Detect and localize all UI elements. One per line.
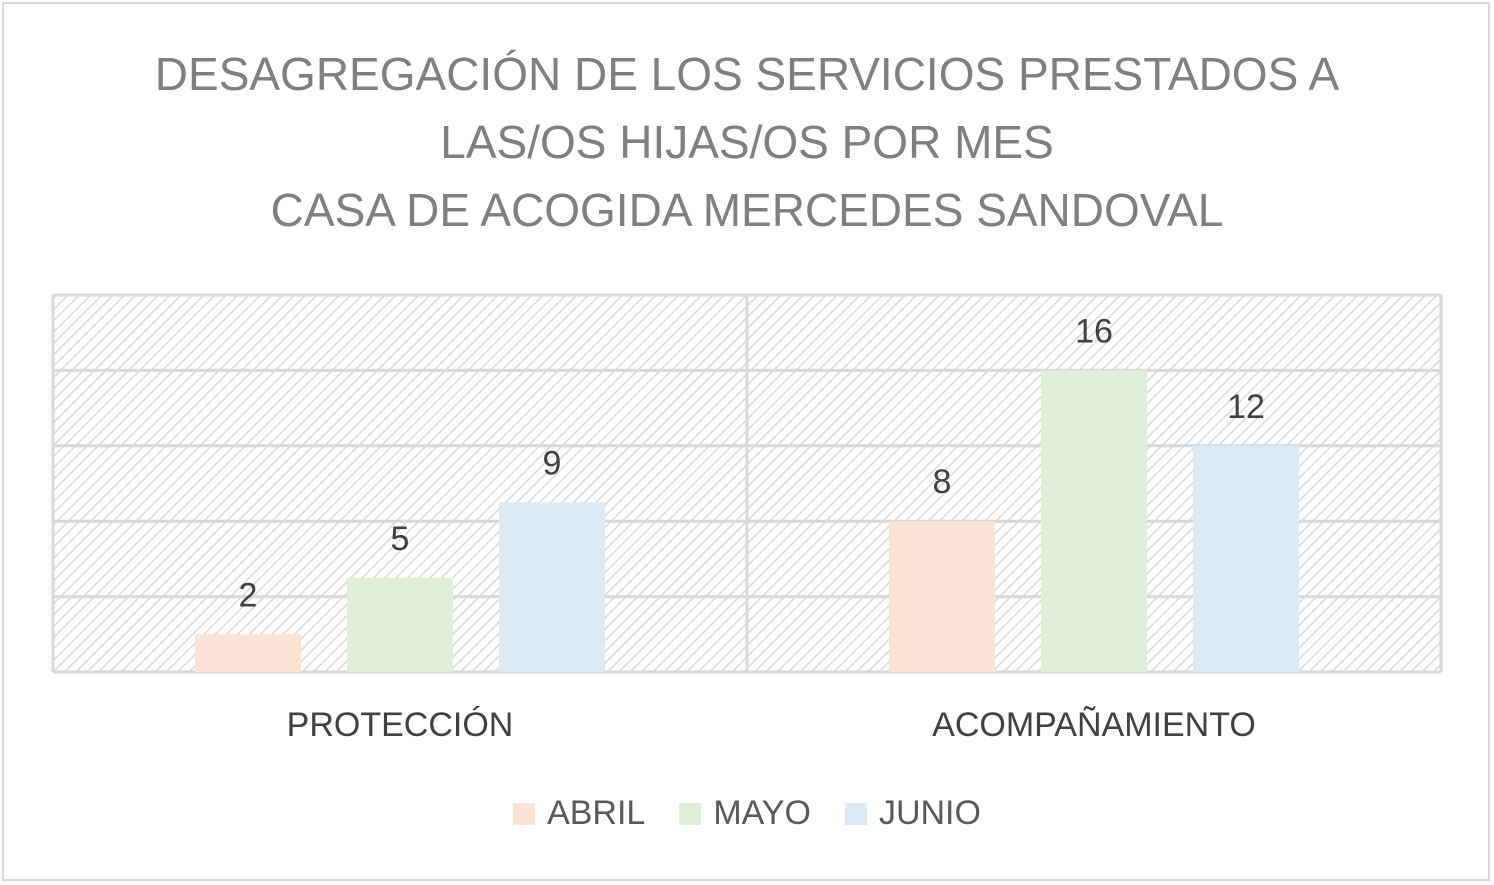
- chart-title-line-3: CASA DE ACOGIDA MERCEDES SANDOVAL: [270, 184, 1224, 236]
- legend-label-junio: JUNIO: [878, 794, 981, 832]
- legend-item-abril: ABRIL: [513, 794, 645, 833]
- bar-mayo-1: [1041, 370, 1147, 672]
- chart-title-line-2: LAS/OS HIJAS/OS POR MES: [440, 116, 1054, 168]
- bar-junio-1: [1193, 445, 1299, 672]
- chart-title-line-1: DESAGREGACIÓN DE LOS SERVICIOS PRESTADOS…: [154, 48, 1340, 100]
- bar-abril-1: [889, 521, 995, 672]
- bar-mayo-0: [347, 577, 453, 672]
- data-label-abril-0: 2: [239, 576, 258, 614]
- data-label-mayo-1: 16: [1075, 312, 1113, 350]
- legend-label-abril: ABRIL: [547, 794, 646, 832]
- category-label-1: ACOMPAÑAMIENTO: [932, 706, 1256, 744]
- data-labels: 2 5 9 8 16 12: [239, 312, 1265, 614]
- legend-swatch-mayo: [679, 802, 702, 825]
- legend-swatch-abril: [513, 802, 536, 825]
- category-label-0: PROTECCIÓN: [287, 706, 514, 744]
- legend-item-mayo: MAYO: [679, 794, 811, 833]
- bar-abril-0: [195, 634, 301, 672]
- legend-label-mayo: MAYO: [713, 794, 811, 832]
- legend-swatch-junio: [844, 802, 867, 825]
- data-label-abril-1: 8: [933, 463, 952, 501]
- bars: [195, 370, 1299, 672]
- bar-junio-0: [499, 502, 605, 672]
- legend-item-junio: JUNIO: [844, 794, 981, 833]
- category-labels: PROTECCIÓN ACOMPAÑAMIENTO: [287, 706, 1256, 744]
- chart-title: DESAGREGACIÓN DE LOS SERVICIOS PRESTADOS…: [0, 40, 1494, 244]
- legend: ABRIL MAYO JUNIO: [0, 794, 1494, 833]
- data-label-junio-0: 9: [543, 444, 562, 482]
- data-label-mayo-0: 5: [391, 520, 410, 558]
- data-label-junio-1: 12: [1227, 388, 1265, 426]
